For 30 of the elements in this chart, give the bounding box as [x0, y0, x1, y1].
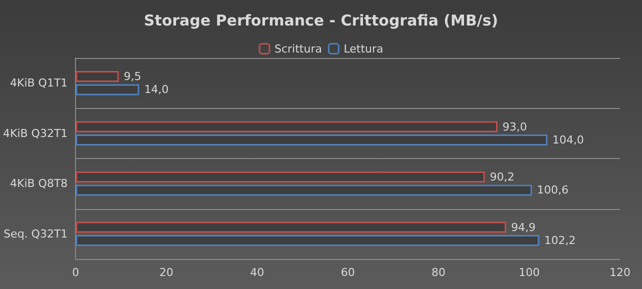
bar — [76, 121, 498, 132]
x-tick-label: 60 — [340, 266, 355, 279]
bar — [76, 184, 532, 196]
y-tick-label: 4KiB Q1T1 — [10, 76, 68, 90]
x-tick-label: 20 — [159, 266, 174, 279]
data-label: 9,5 — [124, 70, 142, 84]
x-tick-label: 100 — [518, 266, 540, 279]
bar — [76, 134, 548, 146]
chart-title: Storage Performance - Crittografia (MB/s) — [144, 12, 498, 30]
x-tick-label: 40 — [250, 266, 264, 279]
data-label: 104,0 — [552, 133, 584, 146]
bar — [76, 172, 485, 183]
y-tick-label: Seq. Q32T1 — [4, 227, 68, 240]
x-tick-label: 120 — [610, 266, 630, 279]
data-label: 90,2 — [490, 170, 514, 184]
data-label: 102,2 — [544, 234, 576, 247]
y-tick-label: 4KiB Q8T8 — [10, 177, 68, 190]
x-tick-label: 80 — [432, 266, 446, 279]
bar — [76, 71, 119, 82]
bar — [76, 84, 140, 96]
data-label: 93,0 — [502, 120, 528, 134]
bar — [76, 234, 540, 246]
legend-label: Lettura — [344, 42, 384, 56]
x-tick-label: 0 — [72, 266, 80, 279]
data-label: 94,9 — [511, 220, 536, 234]
data-label: 100,6 — [537, 184, 568, 197]
data-label: 14,0 — [144, 83, 169, 96]
bar — [76, 222, 506, 233]
y-tick-label: 4KiB Q32T1 — [2, 126, 68, 140]
legend-label: Scrittura — [274, 42, 322, 56]
